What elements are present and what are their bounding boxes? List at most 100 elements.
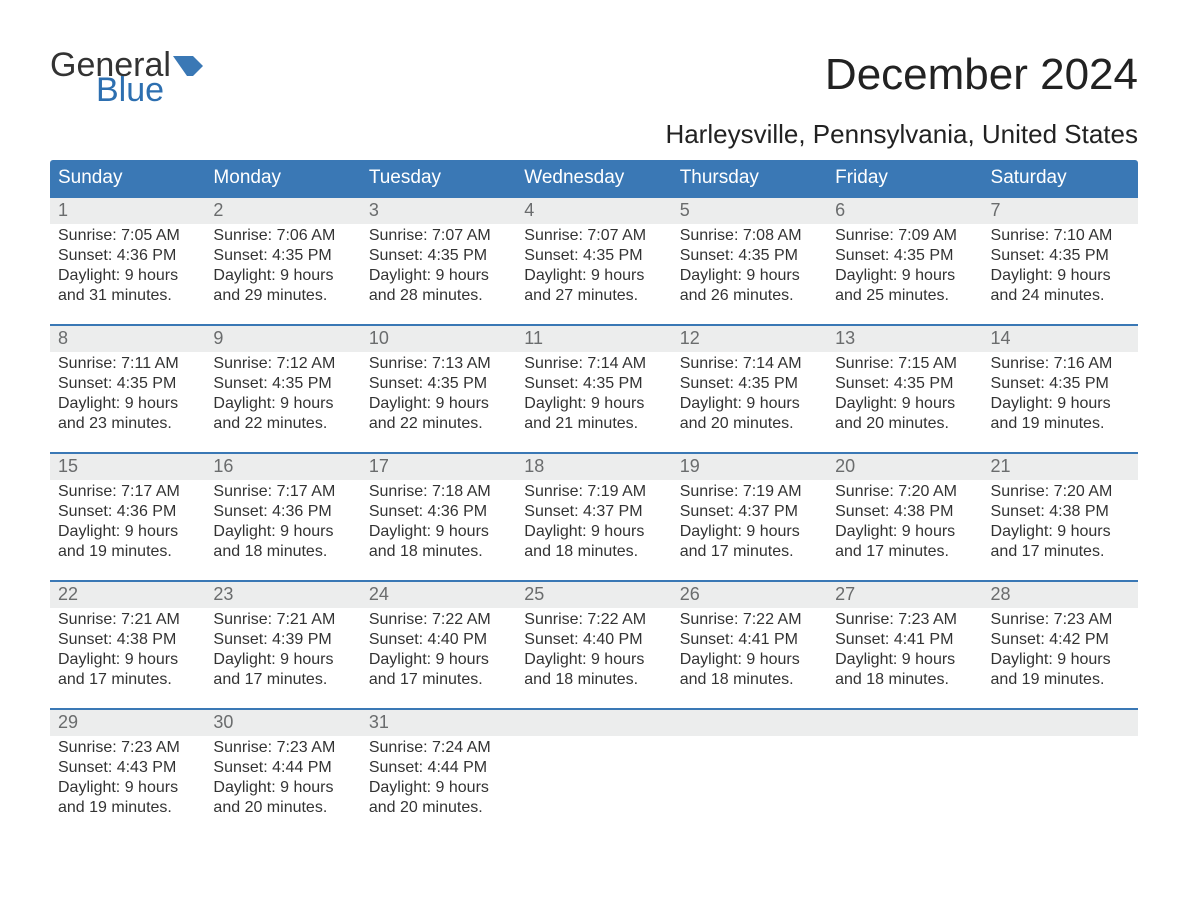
day-number: 4 xyxy=(516,198,671,224)
day-detail-row: Sunrise: 7:17 AMSunset: 4:36 PMDaylight:… xyxy=(50,480,1138,566)
sunrise-text: Sunrise: 7:13 AM xyxy=(369,354,508,374)
day-detail-row: Sunrise: 7:23 AMSunset: 4:43 PMDaylight:… xyxy=(50,736,1138,822)
daylight-text: Daylight: 9 hours xyxy=(58,266,197,286)
sunset-text: Sunset: 4:35 PM xyxy=(680,246,819,266)
day-number: 2 xyxy=(205,198,360,224)
day-number: 21 xyxy=(983,454,1138,480)
daylight-text: and 20 minutes. xyxy=(835,414,974,434)
sunrise-text: Sunrise: 7:08 AM xyxy=(680,226,819,246)
sunrise-text: Sunrise: 7:22 AM xyxy=(369,610,508,630)
sunset-text: Sunset: 4:35 PM xyxy=(369,246,508,266)
daylight-text: Daylight: 9 hours xyxy=(835,266,974,286)
sunset-text: Sunset: 4:38 PM xyxy=(58,630,197,650)
day-number: 25 xyxy=(516,582,671,608)
daylight-text: Daylight: 9 hours xyxy=(58,650,197,670)
day-detail: Sunrise: 7:23 AMSunset: 4:44 PMDaylight:… xyxy=(205,736,360,822)
daylight-text: and 25 minutes. xyxy=(835,286,974,306)
day-detail-row: Sunrise: 7:05 AMSunset: 4:36 PMDaylight:… xyxy=(50,224,1138,310)
week-row: 1234567Sunrise: 7:05 AMSunset: 4:36 PMDa… xyxy=(50,196,1138,310)
sunrise-text: Sunrise: 7:07 AM xyxy=(369,226,508,246)
day-number: 8 xyxy=(50,326,205,352)
daylight-text: and 20 minutes. xyxy=(213,798,352,818)
day-number: 31 xyxy=(361,710,516,736)
day-detail: Sunrise: 7:08 AMSunset: 4:35 PMDaylight:… xyxy=(672,224,827,310)
day-detail: Sunrise: 7:19 AMSunset: 4:37 PMDaylight:… xyxy=(672,480,827,566)
flag-icon xyxy=(173,50,203,70)
day-number-row: 891011121314 xyxy=(50,326,1138,352)
day-detail: Sunrise: 7:11 AMSunset: 4:35 PMDaylight:… xyxy=(50,352,205,438)
sunset-text: Sunset: 4:35 PM xyxy=(58,374,197,394)
daylight-text: and 26 minutes. xyxy=(680,286,819,306)
sunrise-text: Sunrise: 7:19 AM xyxy=(680,482,819,502)
daylight-text: Daylight: 9 hours xyxy=(213,778,352,798)
daylight-text: Daylight: 9 hours xyxy=(58,778,197,798)
day-number: 17 xyxy=(361,454,516,480)
sunrise-text: Sunrise: 7:23 AM xyxy=(835,610,974,630)
daylight-text: and 22 minutes. xyxy=(369,414,508,434)
day-number: 23 xyxy=(205,582,360,608)
daylight-text: and 17 minutes. xyxy=(680,542,819,562)
daylight-text: and 31 minutes. xyxy=(58,286,197,306)
sunset-text: Sunset: 4:35 PM xyxy=(213,246,352,266)
daylight-text: Daylight: 9 hours xyxy=(369,522,508,542)
day-detail: Sunrise: 7:07 AMSunset: 4:35 PMDaylight:… xyxy=(516,224,671,310)
sunset-text: Sunset: 4:35 PM xyxy=(524,246,663,266)
daylight-text: and 19 minutes. xyxy=(58,798,197,818)
day-number: 27 xyxy=(827,582,982,608)
sunrise-text: Sunrise: 7:18 AM xyxy=(369,482,508,502)
day-number: 24 xyxy=(361,582,516,608)
sunset-text: Sunset: 4:35 PM xyxy=(213,374,352,394)
sunset-text: Sunset: 4:36 PM xyxy=(213,502,352,522)
day-number xyxy=(516,710,671,736)
day-detail: Sunrise: 7:17 AMSunset: 4:36 PMDaylight:… xyxy=(205,480,360,566)
sunset-text: Sunset: 4:35 PM xyxy=(835,246,974,266)
daylight-text: Daylight: 9 hours xyxy=(369,394,508,414)
dow-tuesday: Tuesday xyxy=(361,160,516,196)
daylight-text: Daylight: 9 hours xyxy=(835,394,974,414)
logo-text: General Blue xyxy=(50,50,203,105)
day-detail: Sunrise: 7:12 AMSunset: 4:35 PMDaylight:… xyxy=(205,352,360,438)
sunrise-text: Sunrise: 7:19 AM xyxy=(524,482,663,502)
day-of-week-header: Sunday Monday Tuesday Wednesday Thursday… xyxy=(50,160,1138,196)
daylight-text: and 17 minutes. xyxy=(369,670,508,690)
sunrise-text: Sunrise: 7:17 AM xyxy=(213,482,352,502)
day-detail: Sunrise: 7:07 AMSunset: 4:35 PMDaylight:… xyxy=(361,224,516,310)
daylight-text: and 18 minutes. xyxy=(369,542,508,562)
day-detail: Sunrise: 7:23 AMSunset: 4:42 PMDaylight:… xyxy=(983,608,1138,694)
day-number: 3 xyxy=(361,198,516,224)
sunrise-text: Sunrise: 7:23 AM xyxy=(991,610,1130,630)
sunrise-text: Sunrise: 7:24 AM xyxy=(369,738,508,758)
sunset-text: Sunset: 4:37 PM xyxy=(680,502,819,522)
day-number: 26 xyxy=(672,582,827,608)
day-number xyxy=(983,710,1138,736)
day-detail: Sunrise: 7:13 AMSunset: 4:35 PMDaylight:… xyxy=(361,352,516,438)
day-number: 30 xyxy=(205,710,360,736)
sunset-text: Sunset: 4:41 PM xyxy=(835,630,974,650)
day-number: 16 xyxy=(205,454,360,480)
sunrise-text: Sunrise: 7:14 AM xyxy=(680,354,819,374)
daylight-text: Daylight: 9 hours xyxy=(680,522,819,542)
daylight-text: Daylight: 9 hours xyxy=(991,394,1130,414)
day-detail: Sunrise: 7:14 AMSunset: 4:35 PMDaylight:… xyxy=(672,352,827,438)
day-number: 11 xyxy=(516,326,671,352)
logo-word-blue: Blue xyxy=(96,75,203,106)
daylight-text: Daylight: 9 hours xyxy=(58,522,197,542)
daylight-text: Daylight: 9 hours xyxy=(524,650,663,670)
sunset-text: Sunset: 4:37 PM xyxy=(524,502,663,522)
daylight-text: and 20 minutes. xyxy=(680,414,819,434)
day-detail: Sunrise: 7:10 AMSunset: 4:35 PMDaylight:… xyxy=(983,224,1138,310)
day-number: 12 xyxy=(672,326,827,352)
day-detail: Sunrise: 7:15 AMSunset: 4:35 PMDaylight:… xyxy=(827,352,982,438)
sunrise-text: Sunrise: 7:15 AM xyxy=(835,354,974,374)
daylight-text: and 19 minutes. xyxy=(991,670,1130,690)
daylight-text: and 18 minutes. xyxy=(524,670,663,690)
daylight-text: and 17 minutes. xyxy=(835,542,974,562)
sunset-text: Sunset: 4:40 PM xyxy=(524,630,663,650)
daylight-text: Daylight: 9 hours xyxy=(213,650,352,670)
daylight-text: Daylight: 9 hours xyxy=(680,650,819,670)
daylight-text: and 18 minutes. xyxy=(213,542,352,562)
daylight-text: Daylight: 9 hours xyxy=(991,266,1130,286)
day-number: 13 xyxy=(827,326,982,352)
sunrise-text: Sunrise: 7:17 AM xyxy=(58,482,197,502)
week-row: 15161718192021Sunrise: 7:17 AMSunset: 4:… xyxy=(50,452,1138,566)
